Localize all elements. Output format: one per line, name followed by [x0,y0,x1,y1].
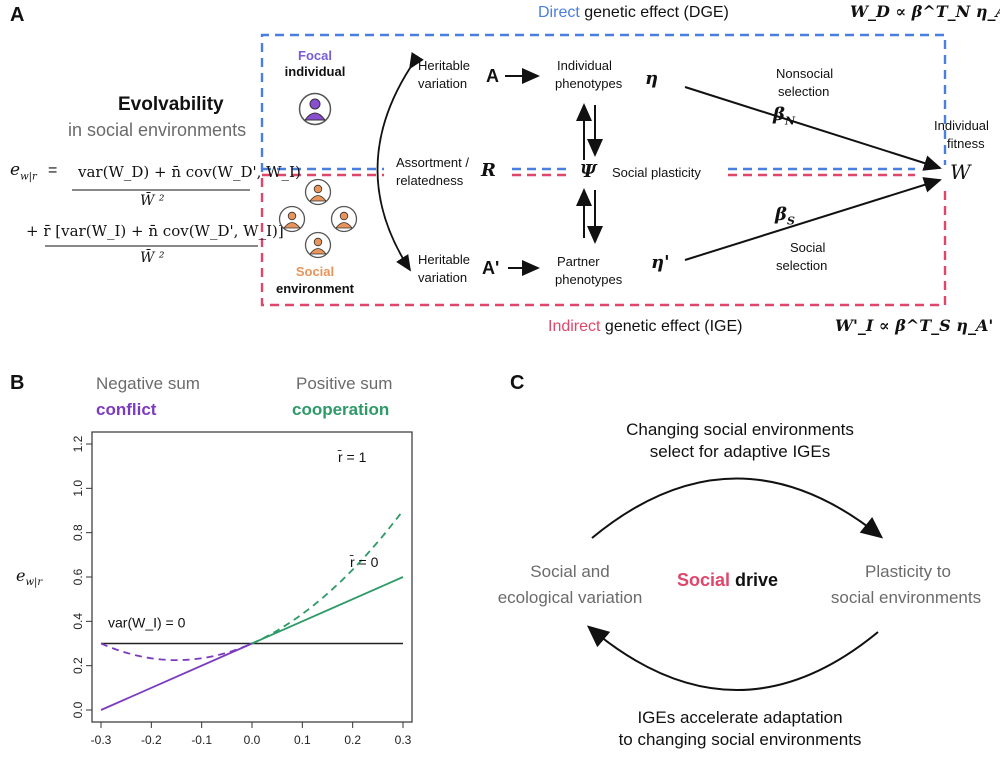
individual-phenotypes-2: phenotypes [555,76,623,91]
dge-box [260,33,947,172]
social-selection-2: selection [776,258,828,273]
psi-symbol: Ψ [580,161,597,182]
eta-symbol: η [645,68,659,89]
genotype-a: A [486,66,499,86]
x-tick-label: -0.2 [141,733,162,747]
arrow-eta-to-w [684,86,942,171]
heritable-label-top: Heritable [418,58,471,73]
dge-title: Direct genetic effect (DGE) [538,4,729,21]
x-tick-label: 0.1 [294,733,311,747]
y-tick-label: 1.0 [71,480,85,497]
eta-prime-symbol: η' [651,252,670,273]
ige-formula: W'_I ∝ β^T_S η_A' [835,316,994,335]
x-tick-label: 0.2 [344,733,361,747]
arrow-etaprime-to-w [684,177,942,261]
partner-phenotypes-1: Partner [557,254,600,269]
beta-n: βN [773,104,796,128]
evolvability-title: Evolvability [118,94,224,115]
positive-sum-label: Positive sum [296,374,393,393]
dge-formula: W_D ∝ β^T_N η_A [850,2,1000,21]
y-tick-label: 0.2 [71,657,85,674]
y-tick-label: 0.6 [71,568,85,585]
series-r1-conflict-curve [100,642,253,661]
individual-fitness-2: fitness [947,136,985,151]
y-tick-label: 0.8 [71,524,85,541]
nonsocial-label-2: selection [778,84,830,99]
panel-a-letter: A [10,4,25,26]
cycle-bottom-line-1: IGEs accelerate adaptation [637,708,843,727]
evolvability-subtitle: in social environments [68,120,247,140]
focal-label-2: individual [284,64,346,79]
beta-s: βS [775,204,795,228]
cycle-bottom-line-2: to changing social environments [618,730,862,749]
social-group-icon [278,178,358,260]
cycle-arrow-top [591,477,884,539]
y-axis-label: ew|r [16,566,43,589]
equation-lhs: ew|r [10,160,37,183]
ige-title: Indirect genetic effect (IGE) [548,318,743,335]
focal-person-icon [298,92,332,126]
assortment-label-2: relatedness [396,173,464,188]
relatedness-r: R [481,160,496,181]
equation-numerator-2: + r̄ [var(W_I) + n̄ cov(W_D', W_I)] [26,222,284,240]
social-selection-1: Social [790,240,826,255]
cycle-left-line-2: ecological variation [497,588,643,607]
equation-numerator-1: var(W_D) + n̄ cov(W_D', W_I) [78,163,301,181]
series-r0-cooperation-line [251,576,404,645]
social-label-1: Social [295,264,335,279]
annotation-r0: r̄ = 0 [350,554,379,570]
series-r0-conflict-line [100,642,253,711]
social-plasticity-label: Social plasticity [612,165,701,180]
x-tick-label: -0.1 [191,733,212,747]
curved-double-arrow [376,51,424,272]
negative-sum-label: Negative sum [96,374,200,393]
x-tick-label: -0.3 [91,733,112,747]
y-tick-label: 0.4 [71,613,85,630]
fitness-w: W [950,160,971,184]
x-tick-label: 0.0 [244,733,261,747]
x-tick-label: 0.3 [395,733,412,747]
cycle-right-line-1: Plasticity to [865,562,951,581]
cooperation-label: cooperation [292,400,390,419]
variation-label-top: variation [418,76,468,91]
cycle-left-line-1: Social and [530,562,610,581]
cycle-top-line-2: select for adaptive IGEs [649,442,831,461]
social-label-2: environment [275,281,354,296]
assortment-label-1: Assortment / [396,155,469,170]
equation-equals: = [48,162,58,179]
genotype-a-prime: A' [482,258,500,278]
annotation-var-zero: var(W_I) = 0 [108,615,186,631]
equation-denominator-1: W̄ ² [140,193,165,209]
annotation-r1: r̄ = 1 [338,449,367,465]
individual-fitness-1: Individual [934,118,989,133]
y-tick-label: 1.2 [71,435,85,452]
ige-box [260,178,947,307]
heritable-label-bottom: Heritable [418,252,471,267]
focal-label-1: Focal [298,48,332,63]
variation-label-bottom: variation [418,270,468,285]
individual-phenotypes-1: Individual [557,58,612,73]
cycle-arrow-bottom [586,625,879,691]
nonsocial-label-1: Nonsocial [776,66,834,81]
panel-c-letter: C [510,372,525,394]
equation-denominator-2: W̄ ² [140,250,165,266]
y-tick-label: 0.0 [71,701,85,718]
partner-phenotypes-2: phenotypes [555,272,623,287]
conflict-label: conflict [96,400,157,419]
cycle-top-line-1: Changing social environments [626,420,854,439]
social-drive-label: Social drive [677,570,779,590]
series-r1-cooperation-curve [251,509,404,645]
panel-b-letter: B [10,372,25,394]
cycle-right-line-2: social environments [830,588,982,607]
